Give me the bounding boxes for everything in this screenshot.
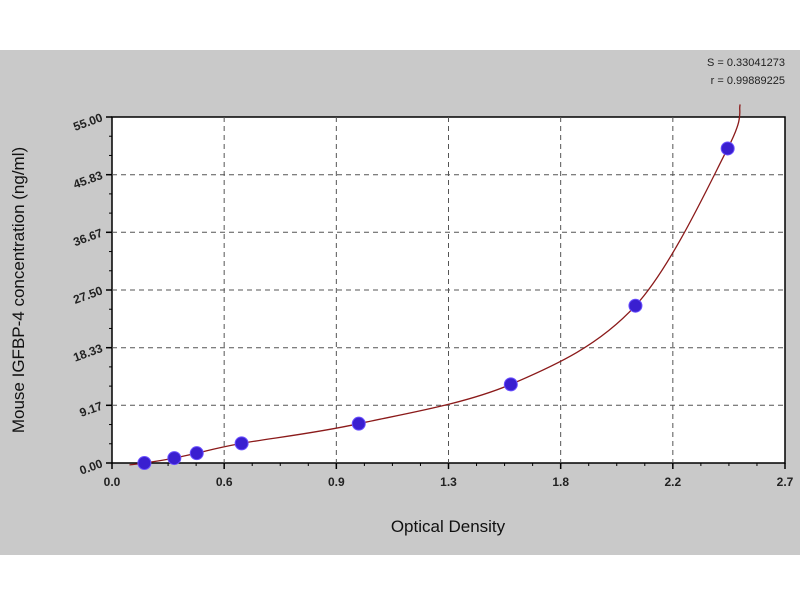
x-axis-label: Optical Density	[391, 517, 506, 536]
x-tick-label: 0.0	[104, 475, 121, 489]
x-tick-label: 0.9	[328, 475, 345, 489]
axis-ticks: 0.0 0.6 0.9 1.3 1.8 2.2 2.7 0.00 9.17 18.33 27.50 3…	[71, 110, 793, 489]
y-tick-label: 36.67	[71, 226, 104, 250]
data-point	[628, 298, 643, 313]
x-tick-label: 0.6	[216, 475, 233, 489]
data-points	[137, 141, 735, 470]
grid-lines	[112, 117, 785, 463]
data-point	[167, 451, 182, 466]
y-tick-label: 0.00	[78, 456, 105, 477]
x-tick-label: 1.8	[552, 475, 569, 489]
x-tick-label: 2.7	[777, 475, 794, 489]
stat-r: r = 0.99889225	[711, 75, 785, 87]
data-point	[351, 416, 366, 431]
data-point	[189, 446, 204, 461]
y-tick-label: 18.33	[71, 341, 104, 365]
x-tick-label: 1.3	[440, 475, 457, 489]
data-point	[720, 141, 735, 156]
stat-s: S = 0.33041273	[707, 57, 785, 69]
y-tick-label: 45.83	[71, 168, 104, 192]
x-tick-label: 2.2	[664, 475, 681, 489]
y-axis-label: Mouse IGFBP-4 concentration (ng/ml)	[9, 147, 28, 433]
data-point	[137, 456, 152, 470]
data-point	[234, 436, 249, 451]
y-tick-label: 55.00	[71, 110, 104, 134]
data-point	[503, 377, 518, 392]
y-tick-label: 9.17	[78, 399, 105, 420]
y-tick-label: 27.50	[71, 283, 104, 307]
